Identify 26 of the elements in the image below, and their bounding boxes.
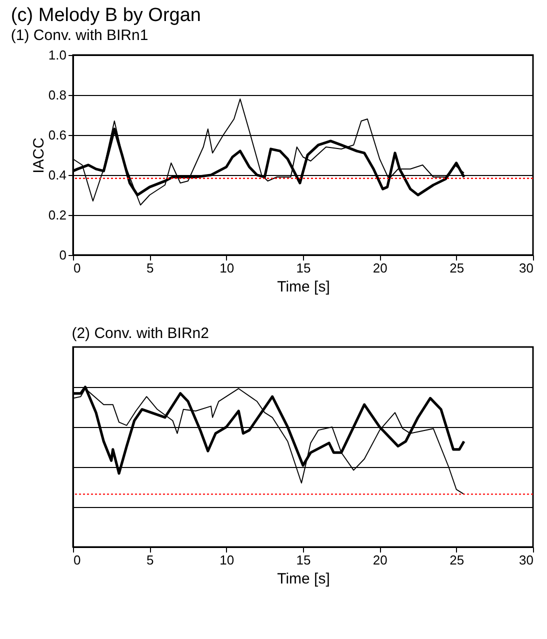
chart-title: (2) Conv. with BIRn2 bbox=[72, 325, 209, 342]
y-tick-label: 0.2 bbox=[48, 208, 66, 222]
x-axis-title: Time [s] bbox=[277, 278, 330, 296]
x-tick-label: 10 bbox=[220, 552, 234, 568]
x-tick-label: 5 bbox=[146, 260, 154, 276]
y-tick-label: 0.4 bbox=[48, 168, 66, 182]
x-tick-label: 25 bbox=[450, 260, 464, 276]
x-tick-label: 25 bbox=[450, 552, 464, 568]
chart-subtitle: (1) Conv. with BIRn1 bbox=[10, 27, 148, 44]
x-tick-label: 20 bbox=[372, 552, 388, 568]
x-tick-label: 15 bbox=[296, 552, 311, 568]
x-axis-title: Time [s] bbox=[277, 570, 330, 588]
y-tick-label: 0.6 bbox=[48, 128, 66, 142]
y-tick-label: 0 bbox=[59, 248, 66, 262]
x-tick-label: 20 bbox=[372, 260, 388, 276]
x-tick-label: 5 bbox=[146, 552, 154, 568]
y-tick-label: 1.0 bbox=[48, 48, 66, 62]
x-tick-label: 0 bbox=[74, 260, 81, 276]
x-tick-label: 30 bbox=[519, 552, 534, 568]
chart-title: (c) Melody B by Organ bbox=[10, 5, 202, 26]
x-tick-label: 0 bbox=[74, 552, 81, 568]
y-tick-label: 0.8 bbox=[48, 88, 66, 102]
x-tick-label: 15 bbox=[296, 260, 311, 276]
x-tick-label: 10 bbox=[220, 260, 234, 276]
y-axis-title: IACC bbox=[30, 137, 48, 174]
x-tick-label: 30 bbox=[519, 260, 534, 276]
